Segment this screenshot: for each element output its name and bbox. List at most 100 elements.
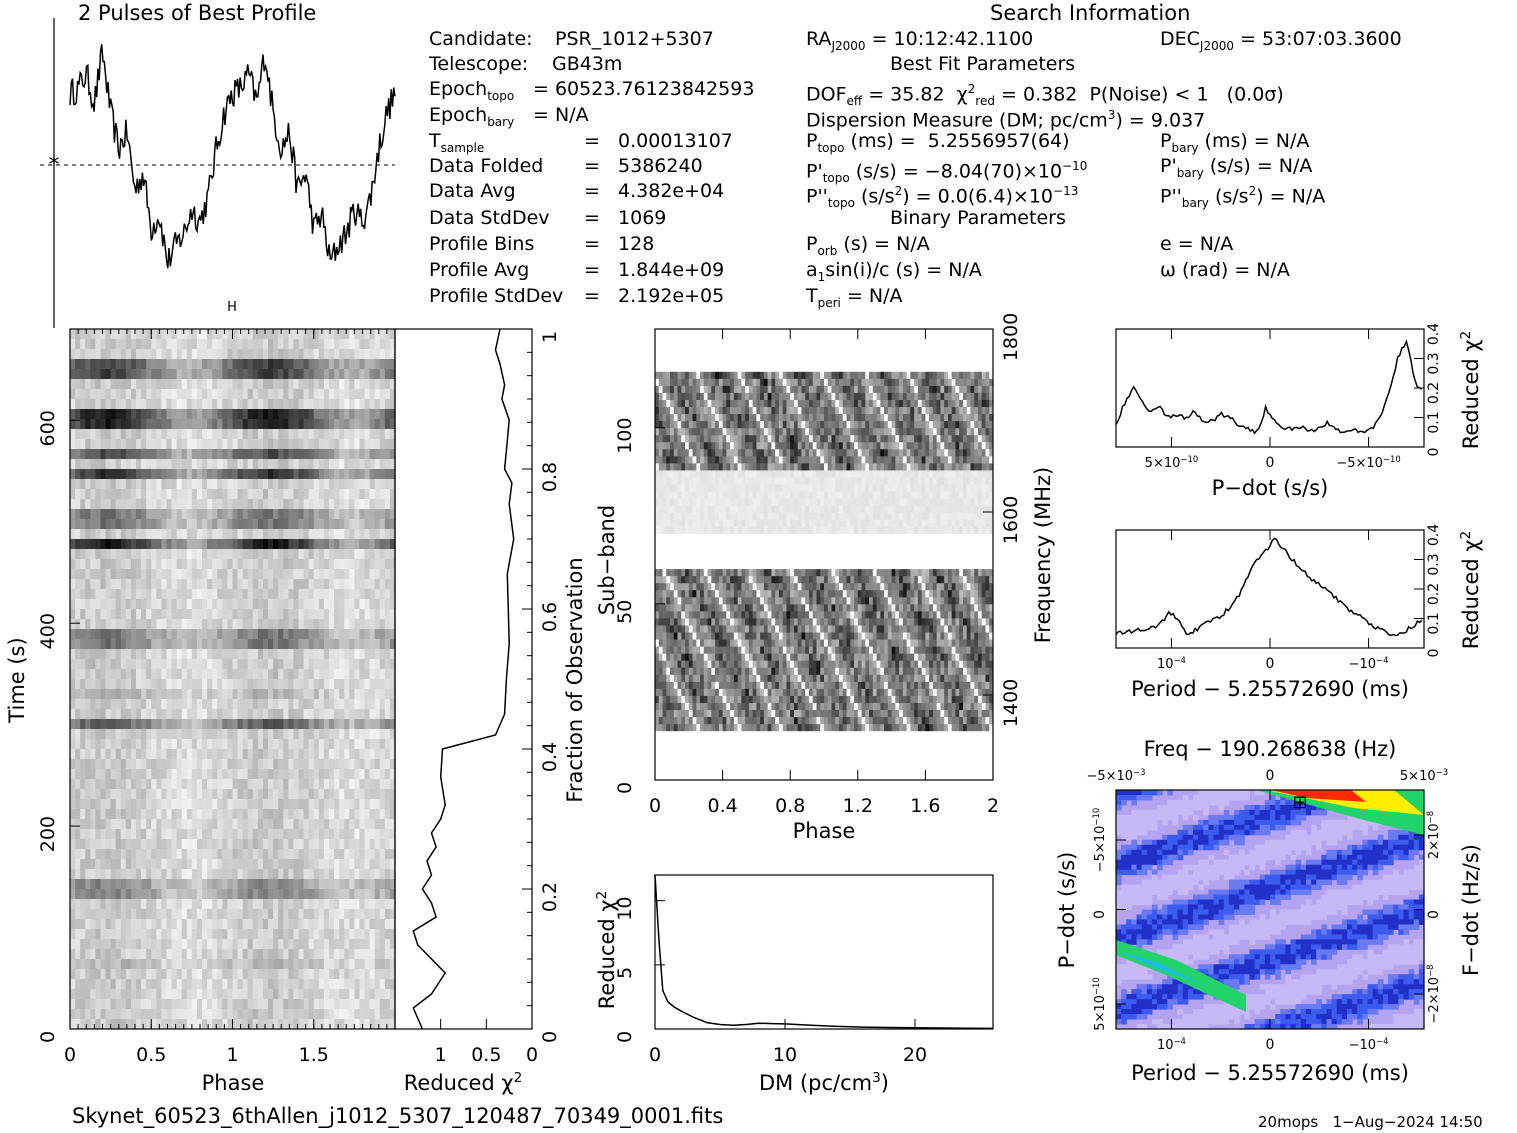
heat-cell — [242, 619, 249, 630]
heat-cell — [313, 699, 320, 710]
heat-cell — [161, 839, 167, 850]
heat-cell — [151, 829, 157, 840]
heat-cell — [349, 959, 355, 970]
heat-cell — [110, 799, 117, 810]
heat-cell — [196, 599, 203, 610]
heat-cell — [70, 469, 76, 480]
heat-cell — [176, 979, 183, 990]
heat-cell — [80, 629, 86, 640]
heat-cell — [384, 979, 391, 990]
heat-cell — [288, 709, 294, 720]
heat-cell — [359, 719, 366, 730]
heat-cell — [339, 979, 345, 990]
heat-cell — [298, 809, 305, 820]
heat-cell — [161, 489, 167, 500]
heat-cell — [136, 799, 142, 810]
heat-cell — [232, 959, 239, 970]
heat-cell — [334, 529, 340, 540]
heat-cell — [379, 889, 386, 900]
heat-cell — [737, 765, 742, 774]
heat-cell — [100, 859, 107, 870]
heat-cell — [136, 619, 142, 630]
heat-cell — [273, 869, 279, 880]
heat-cell — [202, 869, 208, 880]
heat-cell — [268, 549, 274, 560]
heat-cell — [323, 429, 330, 440]
heat-cell — [90, 509, 96, 520]
heat-cell — [75, 729, 81, 740]
heat-cell — [125, 749, 132, 760]
heat-cell — [196, 789, 203, 800]
heat-cell — [120, 409, 127, 420]
heat-cell — [880, 758, 885, 767]
heat-cell — [90, 659, 96, 670]
heat-cell — [176, 539, 183, 550]
heat-cell — [191, 889, 198, 900]
heat-cell — [262, 769, 269, 780]
heat-cell — [217, 359, 223, 370]
heat-cell — [835, 765, 840, 774]
heat-cell — [70, 539, 76, 550]
heat-cell — [70, 409, 76, 420]
heat-cell — [733, 765, 739, 774]
heat-cell — [257, 659, 264, 670]
heat-cell — [237, 479, 244, 490]
heat-cell — [268, 409, 274, 420]
heat-cell — [339, 709, 345, 720]
heat-cell — [202, 359, 208, 370]
heat-cell — [125, 369, 132, 380]
heat-cell — [262, 749, 269, 760]
heat-cell — [359, 469, 366, 480]
heat-cell — [120, 979, 127, 990]
heat-cell — [100, 389, 107, 400]
heat-cell — [273, 919, 279, 930]
heat-cell — [389, 919, 396, 930]
heat-cell — [349, 849, 355, 860]
heat-cell — [75, 669, 81, 680]
heat-cell — [369, 979, 376, 990]
heat-cell — [110, 359, 117, 370]
heat-cell — [80, 739, 86, 750]
heat-cell — [85, 569, 91, 580]
heat-cell — [171, 369, 178, 380]
heat-cell — [313, 789, 320, 800]
heat-cell — [354, 599, 360, 610]
heat-cell — [217, 369, 223, 380]
heat-cell — [384, 529, 391, 540]
heat-cell — [283, 429, 289, 440]
heat-cell — [130, 339, 137, 350]
heat-cell — [278, 599, 284, 610]
heat-cell — [384, 969, 391, 980]
heat-cell — [268, 469, 274, 480]
heat-cell — [232, 529, 239, 540]
heat-cell — [80, 599, 86, 610]
heat-cell — [344, 719, 350, 730]
info-row: Candidate: PSR_1012+5307 — [429, 28, 714, 50]
heat-cell — [278, 579, 284, 590]
heat-cell — [176, 509, 183, 520]
heat-cell — [151, 1009, 157, 1020]
heat-cell — [262, 669, 269, 680]
heat-cell — [298, 799, 305, 810]
heat-cell — [349, 369, 355, 380]
heat-cell — [323, 399, 330, 410]
heat-cell — [293, 969, 300, 980]
heat-cell — [328, 579, 335, 590]
heat-cell — [75, 789, 81, 800]
heat-cell — [222, 759, 228, 770]
pddtopo-line: P''topo (s/s2) = 0.0(6.4)×10−13 — [806, 184, 1079, 211]
heat-cell — [344, 639, 350, 650]
heat-cell — [141, 599, 147, 610]
heat-cell — [212, 529, 218, 540]
heat-cell — [217, 569, 223, 580]
heat-cell — [176, 659, 183, 670]
heat-cell — [389, 899, 396, 910]
heat-cell — [80, 999, 86, 1010]
heat-cell — [662, 758, 667, 767]
heat-cell — [85, 889, 91, 900]
heat-cell — [85, 899, 91, 910]
heat-cell — [298, 399, 305, 410]
heat-cell — [146, 639, 152, 650]
heat-cell — [252, 1009, 259, 1020]
heat-cell — [202, 509, 208, 520]
